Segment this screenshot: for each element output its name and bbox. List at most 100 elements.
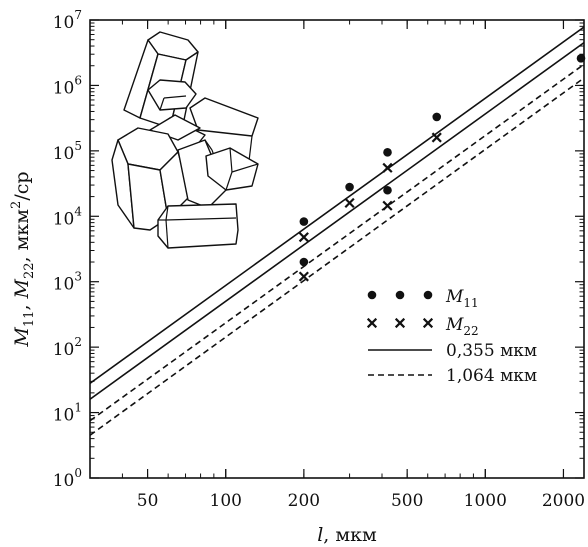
m22-point	[298, 232, 309, 243]
y-label-unit: , мкм	[11, 209, 33, 263]
cross-stroke	[298, 271, 309, 282]
y-tick-base: 10	[53, 471, 75, 491]
crystal-edge	[165, 217, 237, 221]
y-tick-exp: 2	[74, 335, 82, 349]
legend-cross	[422, 317, 434, 329]
y-label-unit-tail: /ср	[11, 171, 33, 200]
crystal-bottom	[157, 203, 239, 249]
cross-stroke	[382, 162, 393, 173]
crystal-edge	[165, 219, 169, 249]
legend-label-main: M	[445, 315, 464, 335]
y-label-m11-sub: 11	[22, 311, 37, 328]
x-axis-var: l	[317, 524, 323, 546]
y-tick-exp: 1	[74, 401, 82, 415]
cross-stroke	[366, 317, 378, 329]
legend-cross	[394, 317, 406, 329]
y-tick-base: 10	[53, 340, 75, 360]
x-tick-label: 2000	[542, 491, 585, 511]
cross-stroke	[382, 200, 393, 211]
y-tick-label: 102	[53, 335, 82, 360]
cross-stroke	[422, 317, 434, 329]
crystal-edge	[159, 97, 165, 111]
legend-label: M22	[445, 315, 479, 338]
crystal-edge	[204, 139, 213, 151]
dashed-fit-line	[90, 77, 584, 436]
y-tick-label: 100	[53, 466, 82, 491]
crystal-edge	[165, 205, 169, 221]
m22-point	[382, 162, 393, 173]
legend-label-sub: 11	[463, 296, 478, 310]
y-tick-exp: 7	[74, 8, 82, 22]
y-label-m22-sub: 22	[22, 262, 37, 279]
y-tick-label: 105	[53, 139, 82, 164]
crystal-edge	[229, 147, 233, 173]
crystal-mid	[177, 139, 227, 209]
legend-cross	[366, 317, 378, 329]
y-axis-label: M11, M22, мкм2/ср	[9, 171, 37, 347]
y-tick-label: 107	[53, 8, 82, 33]
legend-label: 0,355 мкм	[446, 341, 537, 361]
solid-fit-line	[90, 26, 584, 384]
data-points	[298, 53, 586, 282]
legend-dot	[395, 290, 405, 300]
x-tick-label: 1000	[464, 491, 507, 511]
m22-point	[382, 200, 393, 211]
y-tick-base: 10	[53, 144, 75, 164]
m22-point	[298, 271, 309, 282]
m11-point	[299, 217, 309, 226]
cross-stroke	[394, 317, 406, 329]
y-tick-base: 10	[53, 13, 75, 33]
x-axis-unit: , мкм	[323, 524, 377, 546]
legend-label-sub: 22	[463, 324, 478, 338]
m11-point	[383, 185, 392, 195]
m11-point	[299, 257, 309, 267]
legend-dot	[367, 290, 377, 300]
y-label-m11: M	[11, 327, 33, 348]
y-label-m22: M	[11, 278, 33, 299]
m11-point	[345, 182, 354, 192]
dashed-fit-line	[90, 63, 584, 422]
crystal-big-side	[111, 139, 135, 229]
crystal-edge	[163, 95, 187, 99]
y-label-sep: ,	[11, 298, 33, 310]
y-tick-exp: 4	[74, 204, 82, 218]
m11-point	[383, 148, 392, 157]
fit-lines	[90, 26, 584, 436]
y-tick-base: 10	[53, 406, 75, 426]
plot-frame	[89, 19, 585, 479]
x-axis-label: l, мкм	[317, 524, 377, 546]
y-tick-exp: 6	[74, 73, 82, 87]
x-tick-label: 50	[137, 491, 159, 511]
legend-label: M11	[445, 287, 479, 310]
crystal-edge	[225, 171, 233, 191]
y-tick-exp: 0	[74, 466, 82, 480]
solid-fit-line	[90, 42, 584, 400]
y-label-unit-sup: 2	[9, 201, 24, 209]
x-tick-label: 100	[210, 491, 242, 511]
crystal-edge	[231, 163, 259, 173]
y-tick-label: 104	[53, 204, 83, 229]
m22-point	[344, 197, 355, 209]
y-tick-label: 106	[53, 73, 82, 98]
crystal-aggregate-illustration	[111, 31, 259, 249]
y-tick-label: 103	[53, 270, 82, 295]
y-tick-base: 10	[53, 209, 75, 229]
y-tick-base: 10	[53, 275, 75, 295]
y-tick-base: 10	[53, 78, 75, 98]
cross-stroke	[431, 132, 442, 143]
x-tick-label: 200	[288, 491, 320, 511]
y-tick-exp: 5	[74, 139, 82, 153]
legend-label-main: M	[445, 287, 464, 307]
crystal-prism	[189, 97, 259, 137]
legend-label: 1,064 мкм	[446, 366, 537, 386]
y-tick-exp: 3	[74, 270, 82, 284]
m11-point	[432, 112, 442, 122]
m11-point	[576, 53, 586, 63]
y-tick-label: 101	[53, 401, 82, 426]
m22-point	[431, 132, 442, 143]
cross-stroke	[298, 232, 309, 243]
legend-dot	[423, 290, 433, 300]
